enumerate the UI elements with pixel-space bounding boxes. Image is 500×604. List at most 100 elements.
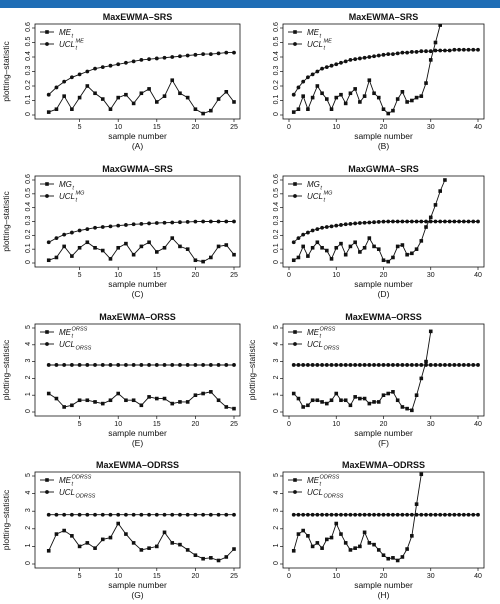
data-point-ucl-t-me [54, 85, 59, 90]
data-point-ucl-odrss [466, 512, 471, 517]
data-point-me-t [334, 95, 339, 100]
legend-label: ME [59, 328, 72, 337]
data-point-ucl-odrss [306, 512, 310, 517]
data-point-ucl-orss [381, 363, 386, 367]
x-tick-label: 10 [114, 272, 122, 279]
data-point-ucl-orss [471, 363, 476, 367]
data-point-me-t [77, 95, 82, 100]
data-point-ucl-odrss [419, 512, 424, 517]
data-point-me-t-orss [310, 398, 315, 403]
data-point-ucl-orss [367, 363, 372, 367]
data-point-ucl-orss [400, 363, 405, 367]
data-point-ucl-odrss [334, 512, 339, 517]
data-point-mg-t [443, 178, 447, 182]
data-point-ucl-orss [428, 363, 433, 367]
data-point-me-t-odrss [131, 541, 136, 545]
data-point-me-t-odrss [116, 521, 120, 526]
data-point-me-t [193, 107, 198, 111]
panel-label: (A) [132, 141, 144, 151]
data-point-ucl-t-me [193, 52, 198, 57]
data-point-ucl-t-mg [193, 219, 198, 224]
data-point-ucl-t-mg [409, 219, 414, 224]
data-point-ucl-t-mg [216, 219, 221, 224]
data-point-me-t [85, 84, 90, 88]
data-point-ucl-odrss [162, 512, 167, 517]
plot-area [46, 50, 236, 116]
plot-area [291, 329, 480, 413]
data-point-me-t [170, 78, 175, 82]
y-tick-label: 2 [273, 375, 280, 379]
data-point-ucl-orss [438, 363, 443, 367]
data-point-me-t-orss [329, 398, 334, 403]
data-point-ucl-t-mg [131, 222, 136, 227]
plot-frame [282, 323, 485, 417]
data-point-me-t-orss [185, 400, 190, 404]
data-point-me-t-odrss [358, 544, 362, 549]
data-point-me-t-odrss [414, 502, 419, 506]
data-point-ucl-t-mg [296, 236, 301, 241]
data-point-mg-t [124, 241, 128, 246]
data-point-ucl-odrss [424, 512, 428, 517]
data-point-ucl-t-mg [201, 219, 206, 224]
legend-label: UCL [59, 192, 75, 201]
x-tick-label: 5 [78, 124, 82, 131]
data-point-ucl-odrss [409, 512, 414, 517]
y-tick-label: 5 [273, 473, 280, 477]
data-point-me-t [386, 111, 391, 116]
data-point-me-t-orss [46, 391, 51, 396]
data-point-ucl-odrss [447, 512, 452, 517]
data-point-ucl-t-me [395, 51, 400, 56]
data-point-ucl-t-me [400, 50, 405, 55]
data-point-ucl-orss [69, 363, 74, 367]
data-point-me-t [209, 108, 213, 113]
y-tick-label: 0.1 [273, 243, 280, 253]
data-point-mg-t [325, 248, 329, 253]
data-point-mg-t [419, 239, 424, 243]
data-point-me-t-odrss [124, 532, 128, 536]
data-point-ucl-orss [139, 363, 144, 367]
plot-frame [34, 23, 241, 120]
data-point-ucl-orss [329, 363, 334, 367]
data-point-me-t-orss [428, 329, 433, 334]
data-point-mg-t [386, 259, 391, 264]
data-point-ucl-odrss [428, 512, 433, 517]
data-point-me-t [391, 108, 395, 113]
data-point-mg-t [400, 243, 405, 247]
data-point-mg-t [100, 248, 105, 253]
data-point-ucl-odrss [232, 512, 236, 517]
y-tick-label: 5 [25, 473, 32, 477]
data-point-me-t [353, 87, 357, 91]
data-point-mg-t [93, 245, 97, 250]
data-point-me-t-odrss [405, 547, 409, 551]
data-point-ucl-orss [201, 363, 206, 367]
data-point-ucl-t-mg [224, 219, 229, 224]
legend-marker-ucl-orss [45, 342, 49, 346]
data-point-ucl-t-me [162, 55, 167, 60]
x-tick-label: 30 [427, 421, 435, 428]
x-tick-label: 20 [380, 421, 388, 428]
y-tick-label: 0.4 [25, 202, 32, 212]
data-point-ucl-t-mg [291, 240, 296, 245]
legend-subscript: t [76, 198, 78, 204]
data-point-ucl-odrss [315, 512, 320, 517]
data-point-ucl-t-me [224, 50, 229, 55]
data-point-ucl-odrss [353, 512, 358, 517]
data-point-ucl-t-mg [395, 219, 400, 224]
data-point-ucl-t-mg [362, 220, 367, 225]
x-tick-label: 25 [230, 124, 238, 131]
data-point-ucl-orss [452, 363, 457, 367]
chart-panel-a: MaxEWMA–SRS 0 0.1 0.2 0.3 0.4 0.5 0.6 5 10 15 20 25 s… [1, 12, 241, 151]
data-point-me-t-orss [414, 393, 419, 397]
data-point-ucl-t-mg [178, 220, 182, 225]
data-point-me-t-orss [62, 405, 66, 409]
x-tick-label: 15 [153, 573, 161, 580]
data-point-me-t-odrss [353, 546, 357, 550]
data-point-me-t-odrss [334, 521, 339, 526]
data-point-mg-t [376, 247, 381, 251]
data-point-ucl-t-mg [324, 225, 329, 229]
series-line-me-t [293, 24, 441, 115]
data-point-me-t [381, 107, 386, 111]
data-point-ucl-odrss [147, 512, 151, 517]
data-point-me-t [178, 91, 182, 96]
